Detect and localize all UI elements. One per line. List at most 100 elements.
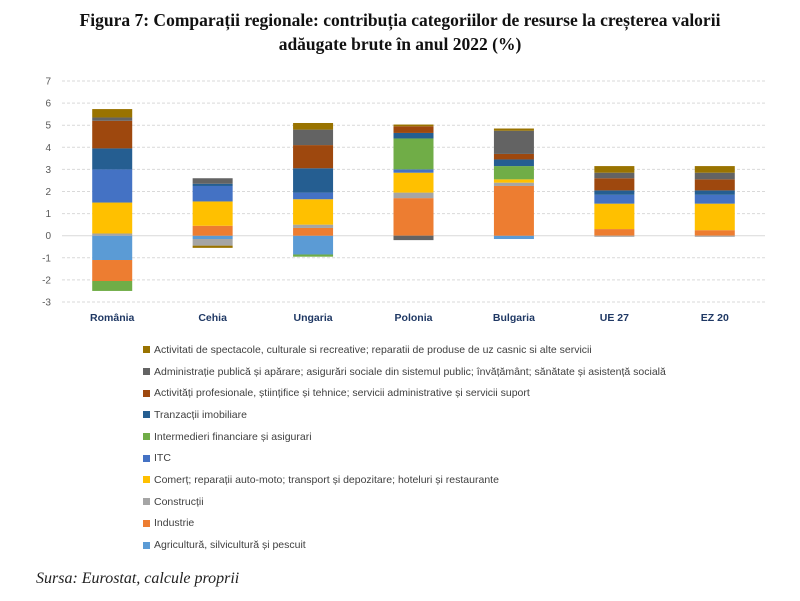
bar-segment xyxy=(293,129,334,146)
legend-item: Administrație publică și apărare; asigur… xyxy=(143,361,666,383)
bar-segment xyxy=(92,202,133,234)
bar-segment xyxy=(493,128,534,131)
bar-segment xyxy=(293,224,334,228)
legend-item: Industrie xyxy=(143,513,666,535)
legend-swatch xyxy=(143,454,150,462)
bar-stack xyxy=(192,178,233,248)
x-category-label: UE 27 xyxy=(600,312,629,324)
bar-segment xyxy=(92,117,133,121)
bar-segment xyxy=(694,203,735,231)
bar-stack xyxy=(493,128,534,240)
bar-segment xyxy=(393,124,434,127)
x-category-label: Ungaria xyxy=(294,312,333,324)
bar-segment xyxy=(92,120,133,149)
legend-item: Activități profesionale, științifice și … xyxy=(143,382,666,404)
y-tick-label: -3 xyxy=(42,298,51,309)
y-tick-label: -1 xyxy=(42,253,51,264)
legend-label: Intermedieri financiare și asigurari xyxy=(154,430,312,443)
y-tick-label: 2 xyxy=(45,187,51,198)
bar-stack xyxy=(293,122,334,257)
legend-swatch xyxy=(143,498,150,506)
bar-stack xyxy=(694,166,735,237)
bar-segment xyxy=(493,153,534,160)
legend-swatch xyxy=(143,389,150,397)
bar-segment xyxy=(192,225,233,236)
bar-segment xyxy=(293,122,334,130)
chart-title-line-1: Figura 7: Comparații regionale: contribu… xyxy=(79,10,721,30)
y-tick-label: 5 xyxy=(45,121,51,132)
bar-segment xyxy=(694,179,735,191)
bar-segment xyxy=(192,235,233,240)
legend-label: Industrie xyxy=(154,517,195,530)
bar-segment xyxy=(92,235,133,261)
bar-segment xyxy=(293,168,334,193)
y-tick-label: 7 xyxy=(45,77,51,88)
legend-swatch xyxy=(143,519,150,527)
bar-segment xyxy=(393,198,434,236)
bar-segment xyxy=(92,109,133,118)
bar-stack xyxy=(92,109,133,291)
bar-segment xyxy=(92,260,133,282)
x-category-label: EZ 20 xyxy=(701,312,729,324)
legend-item: Tranzacții imobiliare xyxy=(143,404,666,426)
chart-title: Figura 7: Comparații regionale: contribu… xyxy=(0,8,800,56)
bar-segment xyxy=(694,190,735,195)
x-category-label: Polonia xyxy=(395,312,433,324)
bar-segment xyxy=(594,229,635,236)
y-tick-label: 0 xyxy=(45,231,51,242)
bar-segment xyxy=(594,235,635,237)
legend-label: ITC xyxy=(154,452,171,465)
bar-segment xyxy=(694,235,735,237)
legend-label: Comerț; reparații auto-moto; transport ș… xyxy=(154,473,499,486)
bar-segment xyxy=(293,192,334,200)
bar-segment xyxy=(594,194,635,204)
bar-segment xyxy=(92,148,133,170)
legend-label: Administrație publică și apărare; asigur… xyxy=(154,365,666,378)
bar-segment xyxy=(192,201,233,226)
bar-segment xyxy=(192,178,233,184)
legend-label: Activitati de spectacole, culturale si r… xyxy=(154,343,592,356)
legend-swatch xyxy=(143,411,150,419)
bar-segment xyxy=(493,185,534,236)
bar-segment xyxy=(594,166,635,173)
y-tick-label: 1 xyxy=(45,209,51,220)
bar-segment xyxy=(393,172,434,193)
bar-segment xyxy=(393,138,434,170)
gridlines xyxy=(62,80,765,303)
bar-segment xyxy=(594,190,635,195)
bar-segment xyxy=(594,203,635,230)
bar-stack xyxy=(393,124,434,241)
legend-item: Activitati de spectacole, culturale si r… xyxy=(143,339,666,361)
bar-segment xyxy=(192,245,233,248)
bar-segment xyxy=(92,169,133,203)
bar-segment xyxy=(393,132,434,139)
bar-segment xyxy=(192,183,233,186)
bar-segment xyxy=(92,281,133,291)
legend-label: Activități profesionale, științifice și … xyxy=(154,387,530,400)
bar-segment xyxy=(192,239,233,246)
x-category-label: Cehia xyxy=(198,312,227,324)
bar-segment xyxy=(594,172,635,179)
chart-plot-area: 7 6 5 4 3 2 1 0 -1 -2 -3 România Cehia Ungaria Poloni… xyxy=(42,77,765,324)
bar-segment xyxy=(493,182,534,186)
legend-label: Agricultură, silvicultură și pescuit xyxy=(154,539,306,552)
bar-segment xyxy=(393,235,434,241)
x-axis-categories: România Cehia Ungaria Polonia Bulgaria UE 27 E… xyxy=(90,312,729,324)
legend-item: ITC xyxy=(143,447,666,469)
legend-item: Construcții xyxy=(143,491,666,513)
bar-segment xyxy=(493,130,534,154)
legend: Activitati de spectacole, culturale si r… xyxy=(143,339,666,556)
legend-item: Intermedieri financiare și asigurari xyxy=(143,426,666,448)
bar-segment xyxy=(694,166,735,173)
y-tick-label: 6 xyxy=(45,99,51,110)
source-note: Sursa: Eurostat, calcule proprii xyxy=(36,570,240,587)
bar-segment xyxy=(694,230,735,236)
bar-segment xyxy=(293,235,334,255)
y-tick-label: 3 xyxy=(45,165,51,176)
bar-segment xyxy=(594,178,635,191)
legend-swatch xyxy=(143,346,150,354)
bar-segment xyxy=(393,192,434,199)
y-tick-label: 4 xyxy=(45,143,51,154)
bar-segment xyxy=(293,199,334,225)
bar-segment xyxy=(192,185,233,202)
